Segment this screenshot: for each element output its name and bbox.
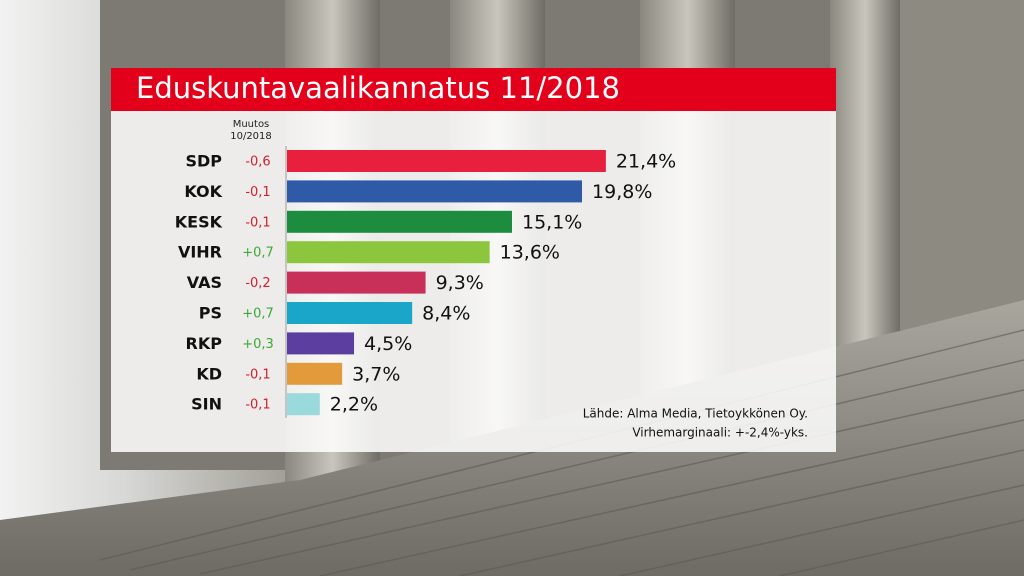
bar — [287, 393, 320, 416]
change-label: -0,2 — [245, 276, 270, 291]
change-label: -0,6 — [245, 155, 270, 170]
category-label: PS — [199, 304, 222, 323]
change-label: +0,3 — [242, 337, 274, 352]
title-bar — [111, 68, 836, 111]
value-label: 15,1% — [522, 211, 582, 233]
value-label: 13,6% — [500, 242, 560, 264]
bar — [287, 302, 413, 324]
category-label: KOK — [184, 182, 222, 201]
value-label: 19,8% — [592, 181, 652, 203]
value-label: 8,4% — [422, 303, 470, 325]
value-label: 3,7% — [352, 363, 400, 385]
bar — [287, 332, 355, 355]
bar — [287, 210, 512, 233]
value-label: 21,4% — [616, 151, 676, 173]
category-label: SIN — [191, 395, 222, 414]
category-label: KESK — [175, 212, 223, 231]
category-label: VIHR — [178, 243, 222, 262]
source-note: Virhemarginaali: +-2,4%-yks. — [632, 426, 808, 440]
change-label: +0,7 — [242, 246, 274, 261]
value-label: 9,3% — [436, 272, 484, 294]
change-label: -0,1 — [245, 367, 270, 382]
bar — [287, 362, 343, 385]
category-label: SDP — [185, 152, 222, 171]
change-label: -0,1 — [245, 215, 270, 230]
change-header: 10/2018 — [230, 131, 272, 142]
bar — [287, 241, 490, 264]
source-note: Lähde: Alma Media, Tietoykkönen Oy. — [583, 407, 808, 421]
value-label: 2,2% — [330, 394, 378, 416]
value-label: 4,5% — [364, 333, 412, 355]
change-label: -0,1 — [245, 185, 270, 200]
bar — [287, 150, 606, 172]
chart-title: Eduskuntavaalikannatus 11/2018 — [136, 71, 620, 105]
change-label: -0,1 — [245, 398, 270, 413]
bar — [287, 180, 583, 203]
category-label: RKP — [186, 334, 223, 353]
change-label: +0,7 — [242, 307, 274, 322]
change-header: Muutos — [233, 119, 270, 130]
category-label: VAS — [187, 273, 222, 292]
category-label: KD — [196, 364, 222, 383]
bar — [287, 271, 426, 294]
